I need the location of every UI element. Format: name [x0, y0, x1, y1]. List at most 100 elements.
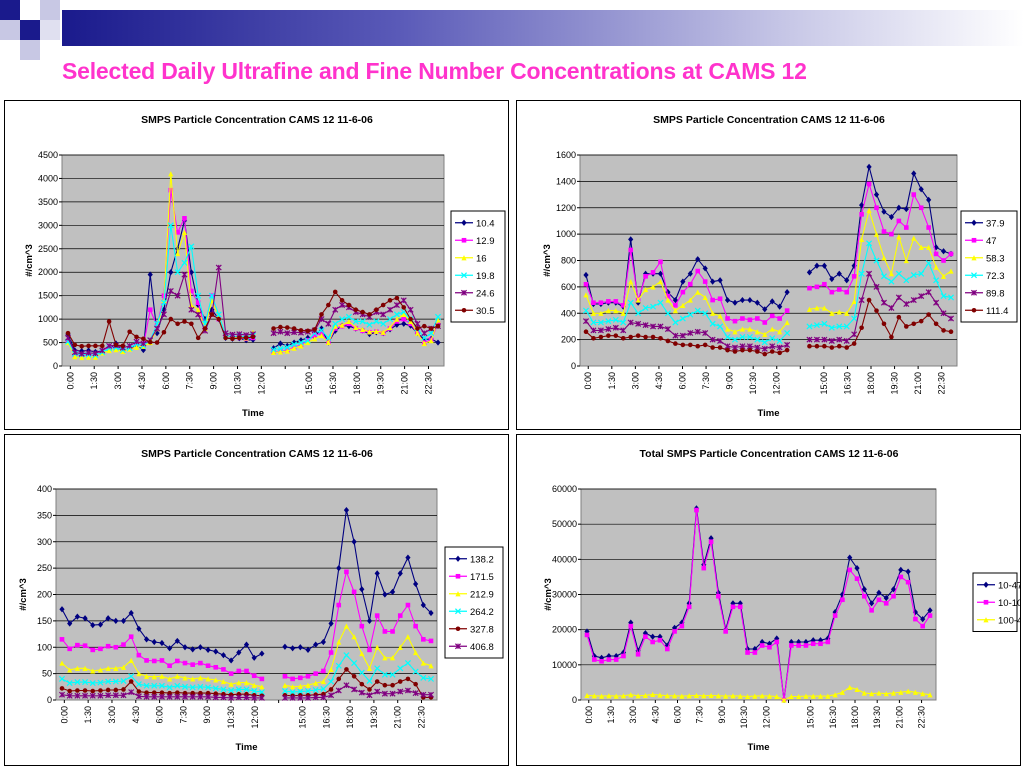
data-point	[918, 186, 924, 193]
data-point	[933, 251, 939, 257]
data-point	[759, 643, 765, 648]
data-point	[421, 330, 428, 337]
legend-marker	[461, 255, 467, 261]
x-tick-label: 6:00	[161, 372, 171, 390]
logo-squares	[0, 0, 100, 60]
data-point	[590, 319, 597, 326]
data-point	[687, 330, 694, 337]
data-point	[175, 658, 180, 664]
data-point	[271, 326, 276, 331]
data-point	[328, 666, 334, 673]
data-point	[803, 643, 809, 648]
x-tick-label: 7:30	[695, 706, 705, 724]
data-point	[284, 342, 290, 349]
data-point	[113, 665, 119, 671]
data-point	[680, 302, 686, 308]
data-point	[120, 348, 126, 355]
data-point	[903, 257, 909, 264]
data-point	[134, 334, 139, 340]
data-point	[351, 660, 358, 667]
data-point	[628, 623, 634, 629]
data-point	[205, 663, 211, 669]
data-point	[710, 310, 716, 316]
data-point	[195, 300, 201, 305]
x-tick-label: 16:30	[328, 372, 338, 395]
data-point	[389, 690, 396, 697]
data-point	[620, 310, 626, 316]
data-point	[351, 686, 358, 693]
data-point	[854, 686, 860, 693]
data-point	[297, 644, 303, 651]
data-point	[598, 310, 604, 316]
data-point	[796, 693, 802, 700]
data-point	[769, 313, 775, 319]
data-point	[427, 691, 435, 698]
x-tick-label: 10:30	[232, 372, 242, 395]
data-point	[859, 212, 864, 217]
y-tick-label: 20000	[552, 625, 577, 635]
data-point	[806, 269, 813, 276]
x-tick-label: 22:30	[417, 706, 427, 729]
x-tick-label: 21:00	[894, 706, 904, 729]
y-tick-label: 10000	[552, 660, 577, 670]
legend-label: 37.9	[986, 218, 1005, 229]
legend-label: 30.5	[476, 306, 495, 317]
data-point	[284, 344, 291, 351]
data-point	[359, 650, 365, 657]
data-point	[642, 304, 649, 311]
legend-marker	[455, 555, 461, 562]
data-point	[941, 258, 946, 263]
data-point	[635, 333, 641, 338]
data-point	[806, 336, 813, 343]
x-tick-label: 15:00	[819, 372, 829, 395]
x-tick-label: 1:30	[89, 372, 99, 390]
data-point	[658, 336, 663, 341]
data-point	[643, 634, 648, 639]
data-point	[228, 692, 234, 698]
chart-title: SMPS Particle Concentration CAMS 12 11-6…	[141, 448, 373, 460]
data-point	[189, 693, 196, 700]
legend-label: 327.8	[470, 624, 494, 635]
data-point	[205, 646, 211, 653]
legend-box	[444, 546, 504, 659]
legend-box	[450, 210, 506, 323]
data-point	[367, 312, 372, 317]
data-point	[147, 307, 153, 313]
data-point	[891, 593, 896, 599]
data-point	[420, 674, 427, 681]
data-point	[89, 680, 96, 687]
data-point	[135, 693, 142, 700]
data-point	[810, 641, 816, 647]
data-point	[297, 688, 304, 695]
data-point	[220, 686, 227, 693]
x-tick-label: 0:00	[584, 706, 594, 724]
data-point	[844, 277, 850, 284]
data-point	[903, 277, 910, 284]
data-point	[745, 650, 750, 655]
data-point	[297, 683, 303, 689]
data-point	[332, 306, 339, 313]
data-point	[613, 693, 619, 699]
data-point	[883, 594, 889, 602]
data-point	[412, 668, 419, 675]
data-point	[325, 334, 332, 341]
data-point	[167, 663, 172, 669]
x-tick-label: 19:30	[872, 706, 882, 729]
data-point	[702, 279, 708, 284]
y-axis-title: #/cm^3	[18, 578, 29, 611]
data-point	[627, 319, 634, 326]
y-tick-label: 1400	[556, 176, 576, 186]
data-point	[628, 692, 634, 698]
data-point	[393, 311, 400, 318]
data-point	[98, 646, 103, 652]
data-point	[762, 331, 768, 337]
data-point	[933, 277, 940, 284]
data-point	[591, 693, 597, 699]
data-point	[829, 345, 835, 350]
data-point	[881, 321, 887, 327]
data-point	[198, 660, 203, 666]
y-tick-label: 0	[47, 695, 52, 705]
data-point	[393, 302, 400, 309]
x-tick-label: 9:00	[717, 706, 727, 724]
x-tick-label: 7:30	[185, 372, 195, 390]
